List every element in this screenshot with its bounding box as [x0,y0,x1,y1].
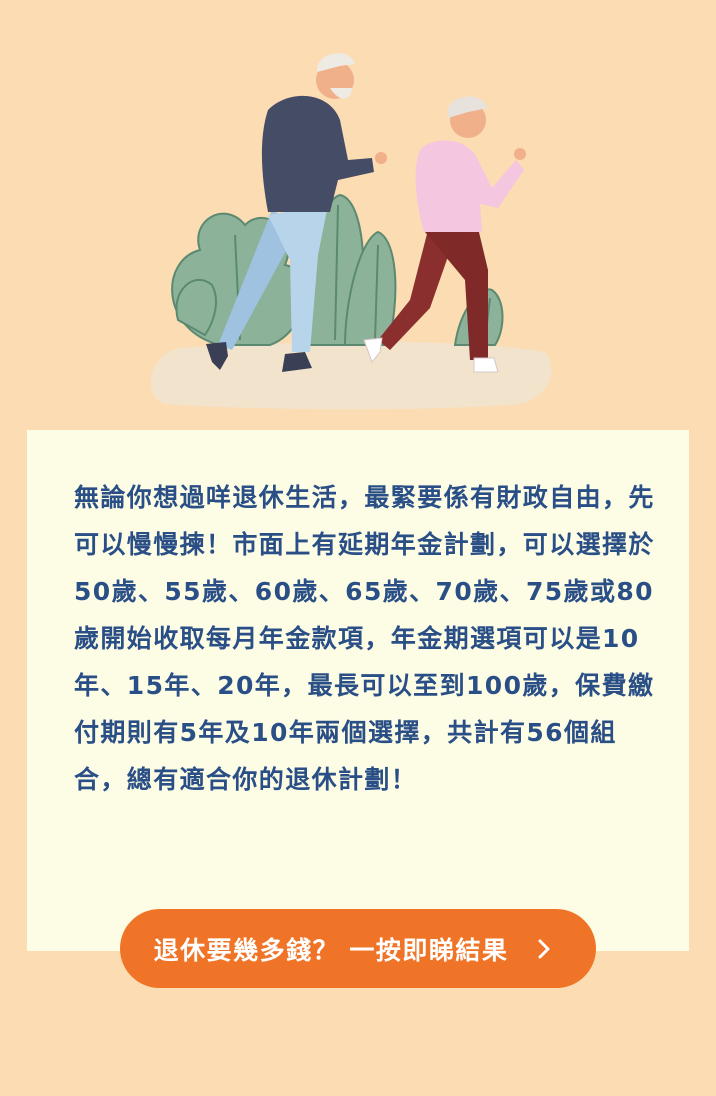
cta-label: 退休要幾多錢？ 一按即睇結果 [153,935,509,965]
chevron-right-icon [538,939,550,958]
intro-paragraph: 無論你想過咩退休生活，最緊要係有財政自由，先可以慢慢揀！市面上有延期年金計劃，可… [74,483,655,794]
retirement-calculator-button[interactable]: 退休要幾多錢？ 一按即睇結果 [120,909,596,988]
jogger-woman [363,96,526,373]
content-card: 無論你想過咩退休生活，最緊要係有財政自由，先可以慢慢揀！市面上有延期年金計劃，可… [27,430,689,951]
jogging-couple-illustration [150,53,552,410]
jogger-man [206,53,387,372]
ground-shape [150,341,552,410]
